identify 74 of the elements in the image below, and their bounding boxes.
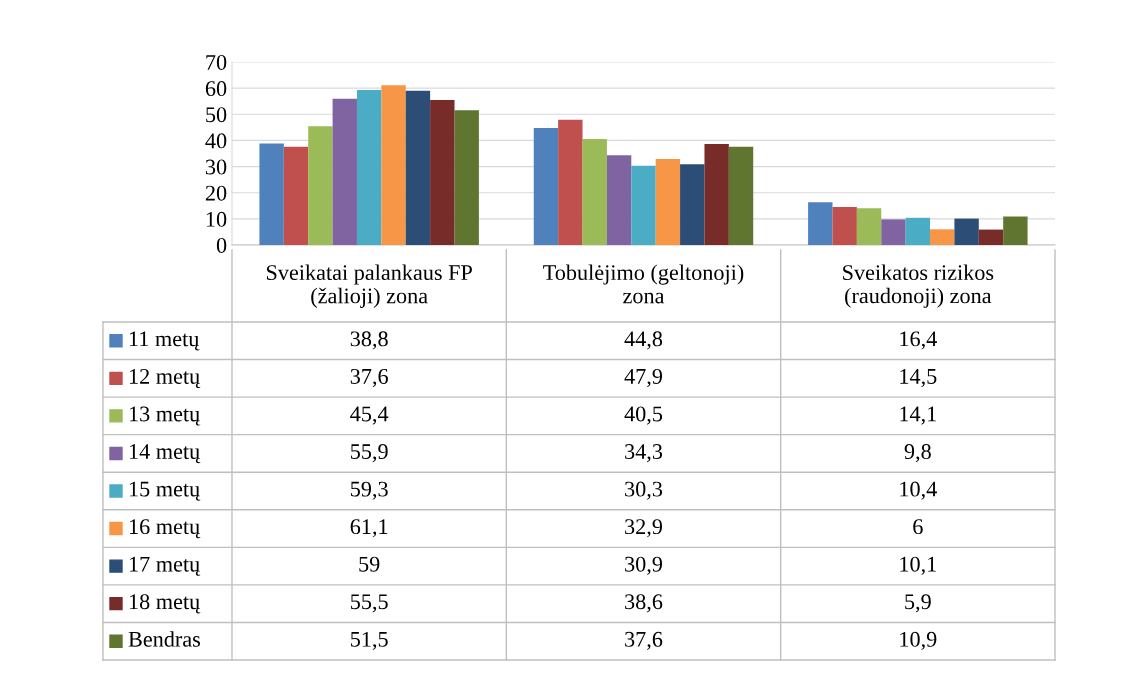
data-label: 16,4 [900, 331, 937, 350]
x-tick-label: Sveikatos rizikos (raudonoji) zona [843, 264, 994, 308]
data-label: 38,6 [625, 594, 663, 613]
data-label: 59,3 [351, 481, 388, 500]
bar [954, 218, 979, 245]
data-label: 32,9 [625, 519, 663, 538]
data-label: 9,8 [904, 444, 931, 463]
data-label: 37,6 [350, 368, 388, 388]
data-label: 30,9 [625, 556, 663, 575]
x-tick-label: Sveikatai palankaus FP (žalioji) zona [266, 264, 472, 308]
legend-label: 16 metų [129, 519, 201, 539]
data-label: 5,9 [905, 594, 931, 613]
bar [533, 127, 559, 245]
bar [582, 139, 607, 245]
data-label: 10,4 [900, 481, 937, 500]
y-tick-label: 10 [206, 211, 227, 227]
bar [881, 219, 906, 245]
bar [381, 85, 406, 245]
bar [808, 202, 833, 245]
data-label: 44,8 [624, 331, 663, 350]
bar [558, 119, 583, 245]
bar [430, 99, 455, 245]
y-tick-label: 20 [205, 185, 227, 201]
data-label: 61,1 [350, 519, 388, 538]
y-tick-label: 0 [216, 237, 227, 253]
bar [704, 144, 729, 245]
bar [978, 229, 1004, 245]
data-label: 14,1 [900, 406, 936, 425]
bar [655, 158, 681, 245]
data-label: 10,9 [900, 631, 937, 650]
bar [856, 208, 882, 245]
y-tick-label: 30 [205, 159, 227, 175]
bar [308, 126, 333, 245]
bar [606, 155, 632, 245]
bar [728, 146, 754, 245]
bar [930, 229, 955, 245]
bar [631, 165, 656, 245]
bar [259, 143, 284, 245]
y-tick-label: 40 [205, 133, 227, 149]
legend-label: 12 metų [129, 368, 201, 389]
x-tick-label: Tobulėjimo (geltonoji) zona [543, 264, 744, 304]
data-label: 45,4 [350, 406, 389, 425]
bar [356, 89, 382, 245]
bar [332, 98, 357, 245]
legend-label: 11 metų [129, 331, 200, 351]
data-label: 6 [913, 519, 923, 535]
legend-label: 18 metų [129, 594, 201, 614]
legend-label: 14 metų [129, 444, 201, 464]
y-tick-label: 60 [205, 81, 227, 97]
bar [905, 217, 931, 245]
legend-label: 15 metų [129, 481, 201, 501]
data-label: 37,6 [625, 631, 663, 650]
y-tick-label: 50 [206, 107, 227, 123]
legend-label: 17 metų [129, 556, 201, 576]
data-label: 51,5 [351, 631, 388, 650]
data-label: 38,8 [350, 331, 388, 350]
data-label: 55,9 [351, 444, 388, 463]
data-label: 14,5 [900, 369, 937, 388]
y-tick-label: 70 [206, 54, 227, 70]
bar [832, 207, 857, 245]
legend-label: 13 metų [129, 406, 201, 426]
bar [283, 146, 309, 245]
bar [454, 110, 479, 245]
data-label: 30,3 [625, 481, 663, 500]
data-label: 40,5 [624, 406, 663, 425]
legend-label: Bendras [128, 631, 201, 647]
data-label: 34,3 [625, 444, 663, 463]
data-label: 10,1 [900, 556, 936, 575]
bar [1003, 216, 1028, 245]
data-label: 59 [359, 556, 380, 572]
bar [405, 90, 431, 245]
bar [680, 164, 705, 245]
data-label: 55,5 [351, 594, 388, 613]
data-label: 47,9 [624, 368, 663, 388]
